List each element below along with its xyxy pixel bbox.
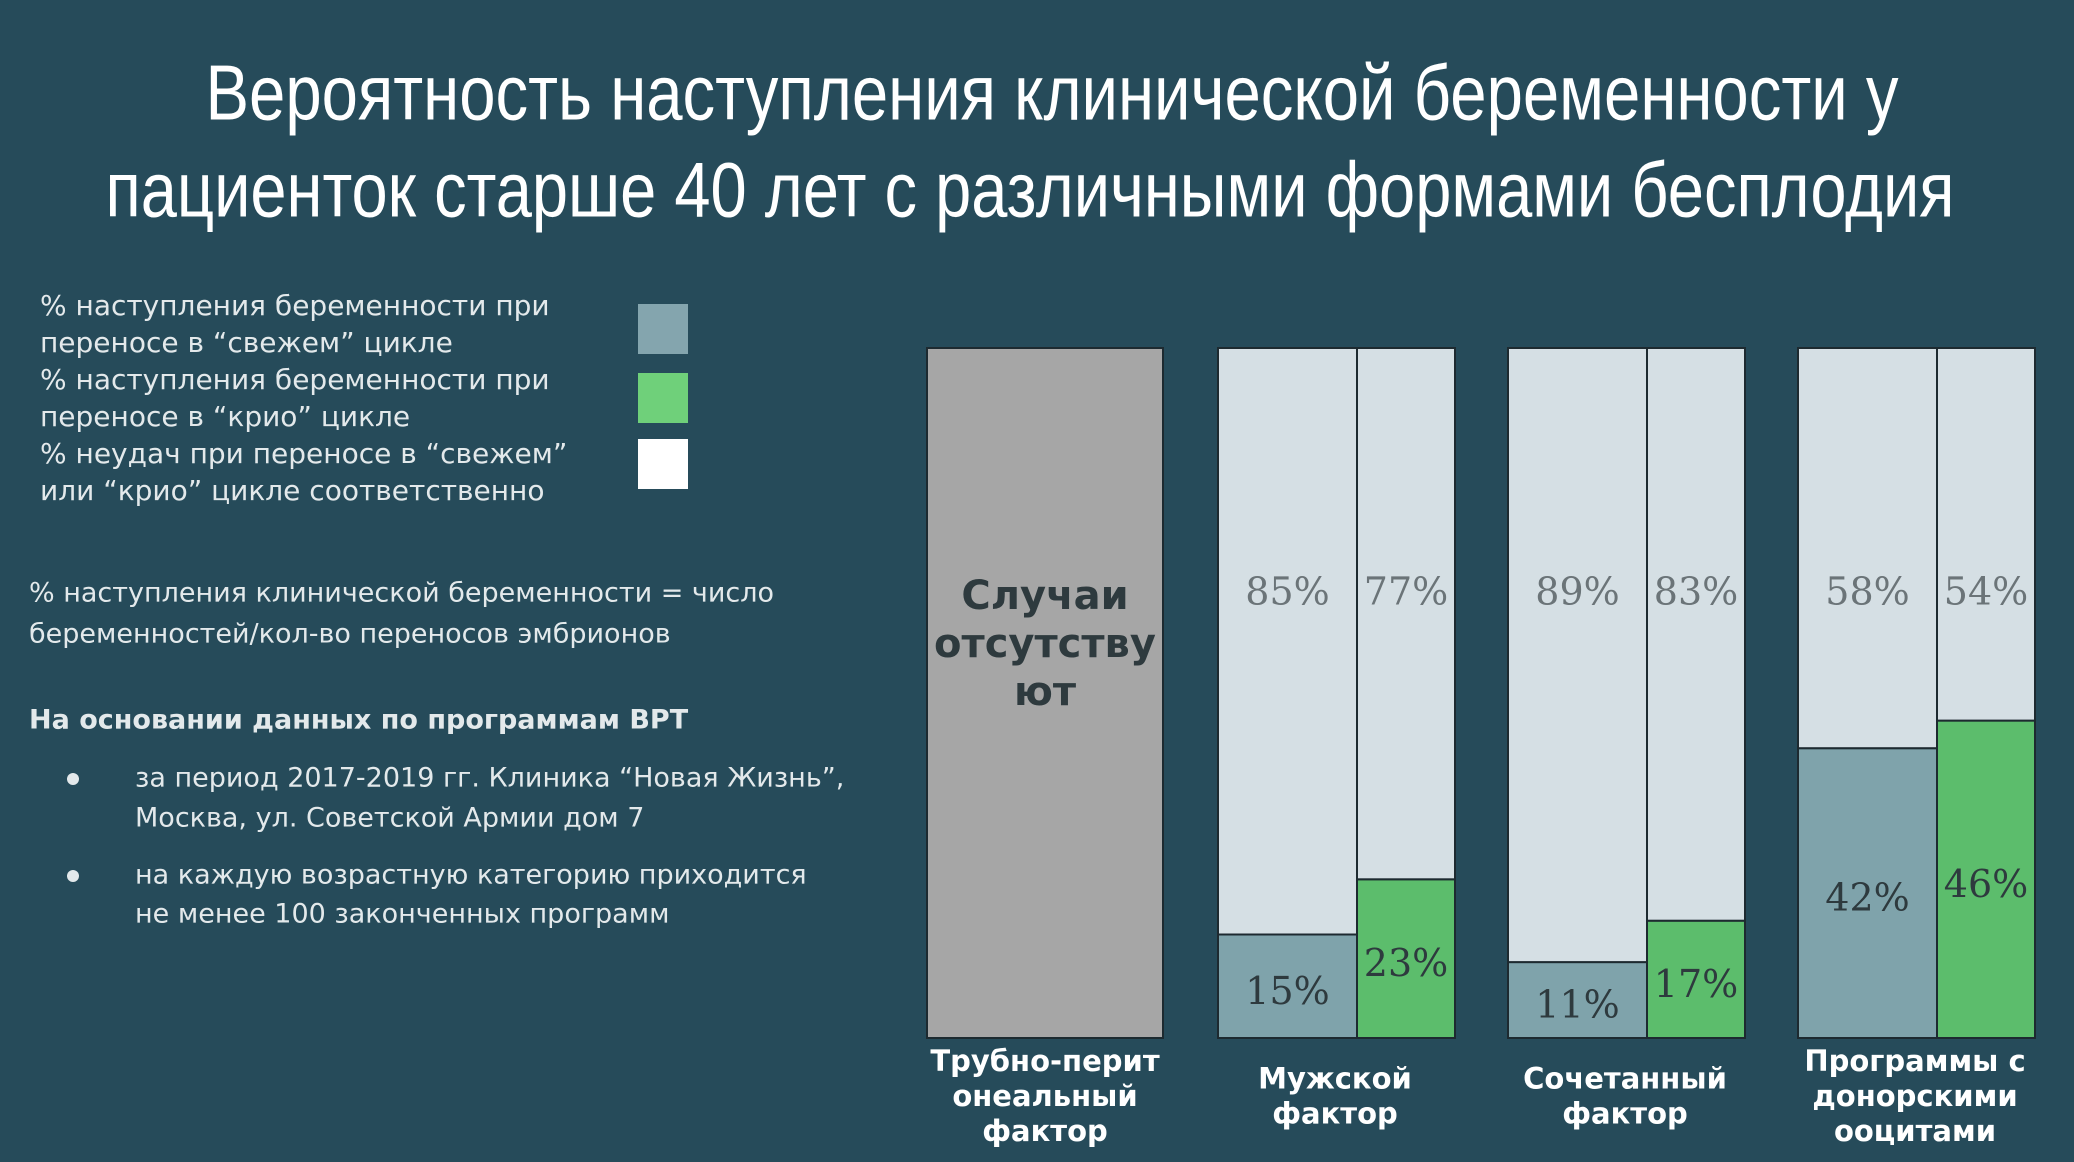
bar-segment — [1507, 961, 1648, 1039]
value-label: 77% — [1364, 570, 1448, 614]
legend-label: или “крио” цикле соответственно — [40, 474, 545, 507]
value-label: 89% — [1535, 570, 1619, 614]
bar-segment — [1646, 919, 1746, 1040]
x-tick-label: фактор — [1272, 1097, 1398, 1131]
legend-swatch — [638, 304, 688, 354]
title: пациенток старше 40 лет с различными фор… — [106, 146, 1955, 234]
value-label: 54% — [1944, 570, 2028, 614]
no-data-label: отсутству — [934, 621, 1156, 667]
value-label: 11% — [1535, 983, 1619, 1027]
bar-segment — [1646, 347, 1746, 922]
x-tick-label: Трубно-перит — [930, 1044, 1159, 1078]
bar-segment — [1936, 347, 2036, 722]
bullet-text: не менее 100 законченных программ — [135, 899, 669, 930]
legend-label: переносе в “крио” цикле — [40, 400, 410, 433]
legend-label: % наступления беременности при — [40, 289, 550, 322]
bar-segment — [1507, 347, 1648, 964]
legend-label: % наступления беременности при — [40, 363, 550, 396]
x-tick-label: Мужской — [1258, 1062, 1412, 1096]
x-tick-label: фактор — [982, 1114, 1108, 1148]
note: беременностей/кол-во переносов эмбрионов — [29, 619, 671, 650]
legend-label: переносе в “свежем” цикле — [40, 326, 453, 359]
value-label: 42% — [1825, 876, 1909, 920]
bar-segment — [1217, 347, 1358, 936]
bullet — [67, 773, 79, 785]
x-tick-label: фактор — [1562, 1097, 1688, 1131]
no-data-bar — [926, 347, 1164, 1039]
note: % наступления клинической беременности =… — [29, 578, 774, 609]
bar-segment — [1797, 347, 1938, 750]
x-tick-label: донорскими — [1812, 1079, 2017, 1113]
value-label: 23% — [1364, 941, 1448, 985]
value-label: 15% — [1245, 969, 1329, 1013]
value-label: 46% — [1944, 862, 2028, 906]
bar-segment — [1356, 878, 1456, 1039]
x-tick-label: Сочетанный — [1523, 1062, 1727, 1096]
no-data-label: Случаи — [961, 573, 1128, 619]
legend-swatch — [638, 439, 688, 489]
bar-segment — [1797, 747, 1938, 1039]
value-label: 58% — [1825, 570, 1909, 614]
value-label: 85% — [1245, 570, 1329, 614]
value-label: 17% — [1654, 962, 1738, 1006]
value-label: 83% — [1654, 570, 1738, 614]
bullet-text: за период 2017-2019 гг. Клиника “Новая Ж… — [135, 763, 844, 794]
x-tick-label: Программы с — [1804, 1044, 2025, 1078]
bar-segment — [1936, 719, 2036, 1039]
bar-segment — [1356, 347, 1456, 881]
bullet — [67, 870, 79, 882]
title: Вероятность наступления клинической бере… — [206, 49, 1899, 137]
x-tick-label: ооцитами — [1834, 1114, 1996, 1148]
x-tick-label: онеальный — [952, 1079, 1137, 1113]
legend-swatch — [638, 373, 688, 423]
no-data-label: ют — [1014, 669, 1077, 715]
bullet-text: Москва, ул. Советской Армии дом 7 — [135, 803, 644, 834]
bullet-text: на каждую возрастную категорию приходитс… — [135, 860, 807, 891]
basis-heading: На основании данных по программам ВРТ — [29, 705, 689, 736]
legend-label: % неудач при переносе в “свежем” — [40, 437, 567, 470]
